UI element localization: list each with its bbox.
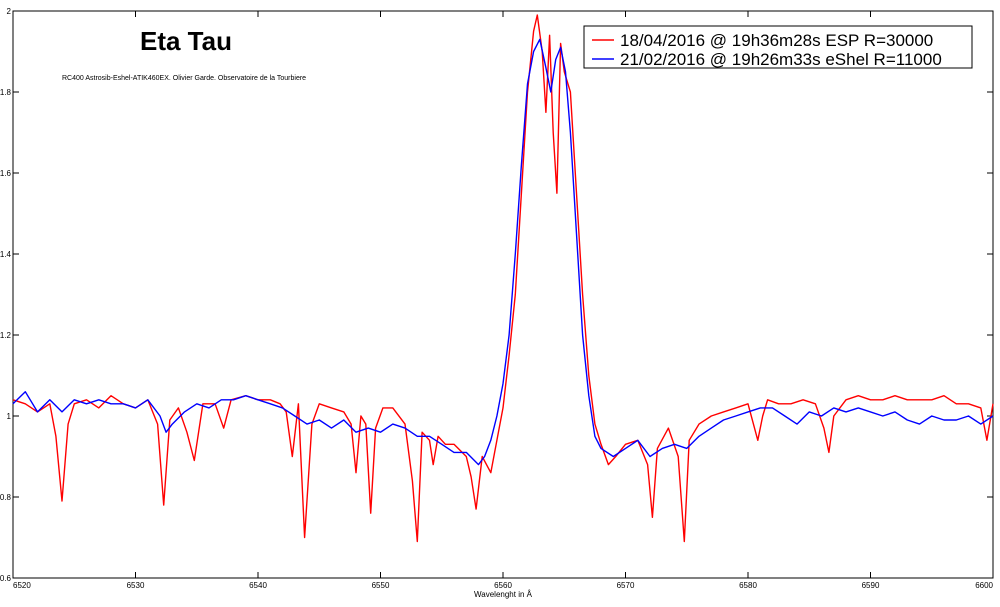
x-tick-label: 6570 xyxy=(617,581,635,590)
x-tick-label: 6560 xyxy=(494,581,512,590)
chart-subtitle: RC400 Astrosib-Eshel-ATIK460EX. Olivier … xyxy=(62,75,306,82)
x-axis-title: Wavelenght in Å xyxy=(474,590,533,599)
x-tick-label: 6580 xyxy=(739,581,757,590)
legend-box xyxy=(583,25,973,69)
x-tick-label: 6600 xyxy=(975,581,993,590)
y-tick-label: 1.6 xyxy=(0,169,12,178)
x-tick-label: 6590 xyxy=(862,581,880,590)
plot-area xyxy=(12,10,994,579)
y-tick-label: 1.8 xyxy=(0,88,12,97)
axis-ticks: 6520 6530 6540 6550 6560 6570 6580 6590 6600 0.6 0… xyxy=(0,7,994,590)
legend-label-2: 21/02/2016 @ 19h26m33s eShel R=11000 xyxy=(620,50,942,69)
y-tick-label: 1.2 xyxy=(0,331,12,340)
y-tick-label: 1 xyxy=(7,412,12,421)
chart-title: Eta Tau xyxy=(140,26,232,56)
x-tick-label: 6540 xyxy=(249,581,267,590)
x-tick-label: 6520 xyxy=(13,581,31,590)
y-tick-label: 0.8 xyxy=(0,493,12,502)
legend-label-1: 18/04/2016 @ 19h36m28s ESP R=30000 xyxy=(620,31,933,50)
series-line-1 xyxy=(12,14,994,543)
y-tick-label: 1.4 xyxy=(0,250,12,259)
y-tick-label: 0.6 xyxy=(0,574,12,583)
series-line-2 xyxy=(12,38,994,466)
series-layer xyxy=(12,14,994,543)
y-tick-label: 2 xyxy=(7,7,12,16)
x-tick-label: 6550 xyxy=(372,581,390,590)
x-tick-label: 6530 xyxy=(127,581,145,590)
legend: 18/04/2016 @ 19h36m28s ESP R=3000021/02/… xyxy=(583,25,973,69)
